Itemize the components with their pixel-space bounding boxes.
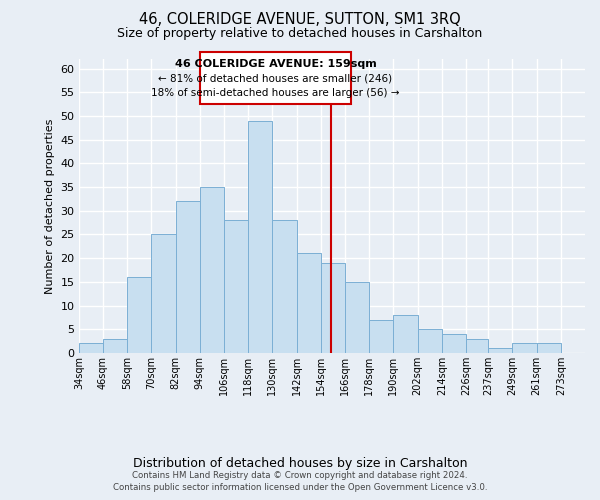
Bar <box>200 187 224 353</box>
Bar <box>151 234 176 353</box>
Bar <box>321 263 345 353</box>
Text: Distribution of detached houses by size in Carshalton: Distribution of detached houses by size … <box>133 458 467 470</box>
Bar <box>127 277 151 353</box>
Text: 18% of semi-detached houses are larger (56) →: 18% of semi-detached houses are larger (… <box>151 88 400 98</box>
Bar <box>418 329 442 353</box>
Bar <box>176 202 200 353</box>
Bar <box>248 121 272 353</box>
Bar <box>466 338 488 353</box>
FancyBboxPatch shape <box>200 52 351 104</box>
Bar <box>296 254 321 353</box>
Bar <box>536 344 561 353</box>
Text: ← 81% of detached houses are smaller (246): ← 81% of detached houses are smaller (24… <box>158 74 392 84</box>
Bar <box>369 320 394 353</box>
Text: Contains HM Land Registry data © Crown copyright and database right 2024.
Contai: Contains HM Land Registry data © Crown c… <box>113 471 487 492</box>
Bar <box>224 220 248 353</box>
Y-axis label: Number of detached properties: Number of detached properties <box>45 118 55 294</box>
Bar <box>345 282 369 353</box>
Text: Size of property relative to detached houses in Carshalton: Size of property relative to detached ho… <box>118 28 482 40</box>
Bar <box>79 344 103 353</box>
Text: 46 COLERIDGE AVENUE: 159sqm: 46 COLERIDGE AVENUE: 159sqm <box>175 58 376 68</box>
Bar <box>272 220 296 353</box>
Bar <box>512 344 536 353</box>
Bar <box>103 338 127 353</box>
Bar <box>442 334 466 353</box>
Bar <box>394 315 418 353</box>
Bar <box>488 348 512 353</box>
Text: 46, COLERIDGE AVENUE, SUTTON, SM1 3RQ: 46, COLERIDGE AVENUE, SUTTON, SM1 3RQ <box>139 12 461 28</box>
